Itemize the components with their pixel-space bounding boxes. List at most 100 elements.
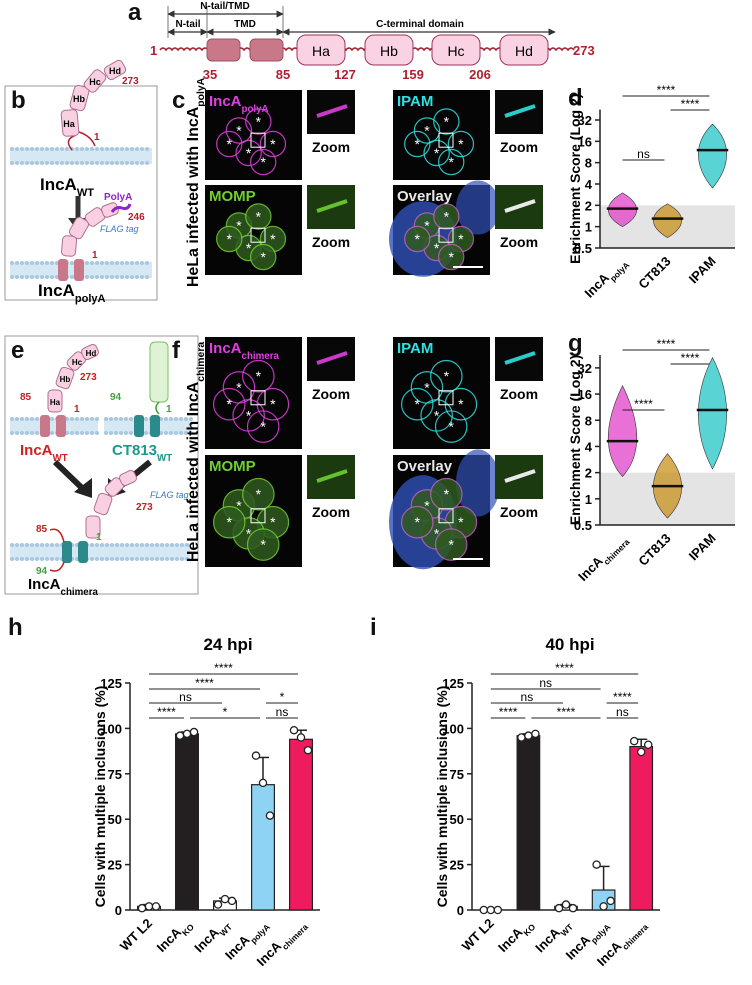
y-tick-label: 8: [585, 156, 592, 171]
lipid-head: [40, 557, 44, 561]
inclusion: [447, 130, 475, 158]
inclusion-marker: *: [424, 379, 430, 395]
lipid-head: [15, 275, 19, 279]
lipid-head: [10, 557, 14, 561]
panel-frame: [4, 335, 199, 595]
residue-number: 159: [402, 67, 424, 82]
helix: [68, 216, 90, 240]
residue-number: 1: [74, 404, 80, 415]
lipid-head: [170, 557, 174, 561]
significance-label: ns: [616, 705, 629, 719]
lipid-head: [109, 431, 113, 435]
lipid-head: [120, 543, 124, 547]
x-tick-label-sub: chimera: [620, 922, 650, 952]
replicate-point: [289, 725, 299, 735]
replicate-point: [137, 903, 147, 913]
significance-label: ****: [681, 351, 700, 365]
lipid-head: [100, 557, 104, 561]
residue-number: 273: [122, 76, 139, 87]
lipid-head: [115, 161, 119, 165]
lipid-head: [10, 161, 14, 165]
tmd: [150, 415, 160, 437]
inclusion-marker: *: [415, 136, 421, 152]
panel-label: f: [172, 337, 181, 364]
channel-label: MOMP: [209, 458, 256, 475]
lipid-head: [120, 161, 124, 165]
y-tick-label: 1: [585, 220, 592, 235]
lipid-head: [75, 161, 79, 165]
lipid-head: [179, 431, 183, 435]
lipid-head: [15, 161, 19, 165]
lipid-head: [40, 543, 44, 547]
inclusion: [256, 387, 290, 421]
lipid-head: [25, 431, 29, 435]
lipid-head: [15, 261, 19, 265]
point-cloud: [698, 356, 727, 470]
lipid-head: [110, 275, 114, 279]
inclusion-marker: *: [424, 218, 430, 234]
significance-label: ****: [634, 397, 653, 411]
channel-label: IncAchimera: [209, 340, 279, 362]
significance-label: ****: [681, 97, 700, 111]
residue-number: 1: [166, 404, 172, 415]
inclusion-marker: *: [458, 514, 464, 530]
lipid-head: [180, 543, 184, 547]
lipid-head: [60, 161, 64, 165]
helix-label: Ha: [63, 119, 75, 129]
x-tick-label-main: CT813: [635, 531, 673, 569]
y-tick-label: 8: [585, 413, 592, 428]
lipid-head: [114, 431, 118, 435]
lipid-head: [135, 557, 139, 561]
inclusion: [250, 148, 277, 176]
inclusion: [434, 528, 468, 561]
lipid-head: [35, 417, 39, 421]
lipid-head: [110, 261, 114, 265]
tmd: [78, 541, 88, 563]
lipid-head: [10, 261, 14, 265]
lipid-head: [164, 417, 168, 421]
helix-box: [431, 34, 481, 66]
y-tick-label: 50: [450, 812, 464, 827]
zoom-box: [250, 390, 266, 406]
lipid-head: [50, 557, 54, 561]
point-cloud: [608, 384, 637, 478]
lipid-head: [25, 275, 29, 279]
inclusion-marker: *: [256, 486, 262, 502]
lipid-head: [35, 147, 39, 151]
x-tick-label: IPAM: [686, 531, 719, 564]
zoom-signal: [316, 351, 348, 365]
channel-label-main: Overlay: [397, 458, 453, 475]
lipid-head: [130, 161, 134, 165]
x-tick-label-sub: polyA: [248, 922, 272, 946]
domain-label: N-tail: [176, 19, 201, 30]
x-tick-label: WT L2: [459, 916, 497, 954]
lipid-head: [35, 275, 39, 279]
lipid-head: [100, 275, 104, 279]
lipid-head: [75, 147, 79, 151]
lipid-head: [100, 161, 104, 165]
inclusion-marker: *: [236, 497, 242, 513]
x-tick-label-main: WT L2: [459, 916, 497, 954]
nucleus: [456, 180, 500, 235]
lipid-head: [15, 431, 19, 435]
construct-name-main: IncA: [28, 576, 61, 593]
inclusion-marker: *: [458, 396, 464, 412]
lipid-head: [125, 275, 129, 279]
lipid-head: [135, 275, 139, 279]
lipid-head: [155, 543, 159, 547]
zoom-label: Zoom: [312, 504, 350, 520]
lipid-head: [20, 543, 24, 547]
inclusion-marker: *: [448, 537, 454, 553]
helix: [101, 202, 119, 218]
inclusion-marker: *: [227, 136, 233, 152]
inclusion-marker: *: [434, 407, 440, 423]
construct-name: CT813WT: [112, 442, 172, 464]
significance-label: ****: [157, 705, 176, 719]
zoom-label: Zoom: [312, 386, 350, 402]
inclusion-marker: *: [270, 136, 276, 152]
lipid-head: [50, 543, 54, 547]
residue-number: 85: [20, 392, 32, 403]
lipid-head: [135, 147, 139, 151]
inclusion-marker: *: [246, 407, 252, 423]
